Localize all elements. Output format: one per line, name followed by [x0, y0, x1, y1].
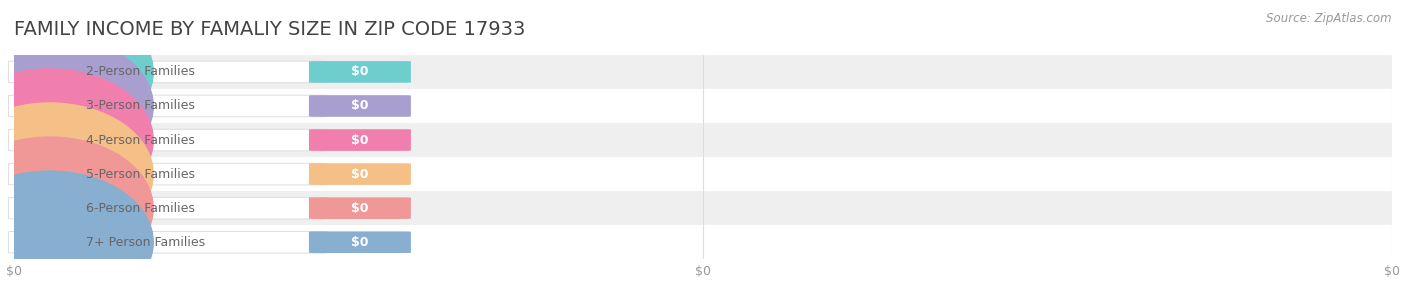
Text: FAMILY INCOME BY FAMALIY SIZE IN ZIP CODE 17933: FAMILY INCOME BY FAMALIY SIZE IN ZIP COD…	[14, 20, 526, 38]
Text: $0: $0	[352, 99, 368, 113]
FancyBboxPatch shape	[8, 163, 326, 185]
Bar	[14, 55, 1392, 89]
Bar	[14, 89, 1392, 123]
Text: $0: $0	[352, 66, 368, 78]
Ellipse shape	[0, 69, 153, 211]
FancyBboxPatch shape	[309, 231, 411, 253]
FancyBboxPatch shape	[8, 129, 326, 151]
Ellipse shape	[0, 137, 153, 279]
Text: 3-Person Families: 3-Person Families	[86, 99, 194, 113]
Text: $0: $0	[352, 134, 368, 146]
Ellipse shape	[0, 171, 153, 305]
FancyBboxPatch shape	[309, 61, 411, 83]
FancyBboxPatch shape	[8, 95, 326, 117]
Bar	[14, 123, 1392, 157]
FancyBboxPatch shape	[8, 231, 326, 253]
Bar	[14, 191, 1392, 225]
FancyBboxPatch shape	[309, 163, 411, 185]
Ellipse shape	[0, 103, 153, 245]
Text: 6-Person Families: 6-Person Families	[86, 202, 194, 215]
Text: $0: $0	[352, 202, 368, 215]
Text: $0: $0	[352, 236, 368, 249]
FancyBboxPatch shape	[8, 197, 326, 219]
Text: 2-Person Families: 2-Person Families	[86, 66, 194, 78]
FancyBboxPatch shape	[309, 95, 411, 117]
Text: 4-Person Families: 4-Person Families	[86, 134, 194, 146]
Bar	[14, 157, 1392, 191]
Text: Source: ZipAtlas.com: Source: ZipAtlas.com	[1267, 12, 1392, 25]
Bar	[14, 225, 1392, 259]
Text: 7+ Person Families: 7+ Person Families	[86, 236, 205, 249]
Ellipse shape	[0, 1, 153, 143]
FancyBboxPatch shape	[309, 129, 411, 151]
Text: 5-Person Families: 5-Person Families	[86, 168, 194, 181]
FancyBboxPatch shape	[309, 197, 411, 219]
Ellipse shape	[0, 35, 153, 177]
FancyBboxPatch shape	[8, 61, 326, 83]
Text: $0: $0	[352, 168, 368, 181]
